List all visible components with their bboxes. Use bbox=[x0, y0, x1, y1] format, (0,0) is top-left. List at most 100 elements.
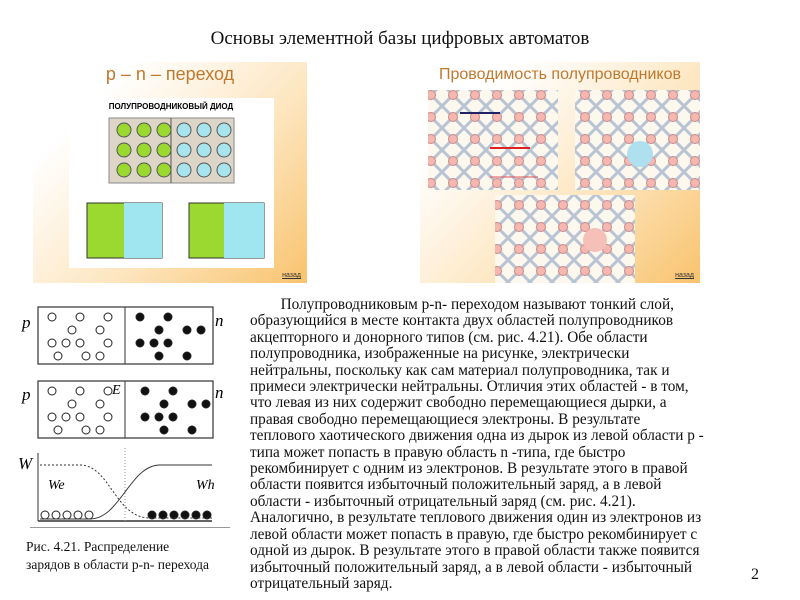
electron bbox=[187, 425, 197, 435]
label-n: n bbox=[215, 383, 224, 402]
electron bbox=[163, 338, 173, 348]
atom bbox=[216, 142, 232, 158]
back-link[interactable]: назад bbox=[282, 272, 301, 279]
label-We: We bbox=[48, 478, 65, 493]
hole bbox=[67, 399, 77, 409]
hole bbox=[81, 425, 91, 435]
hole bbox=[84, 510, 94, 520]
hole bbox=[81, 351, 91, 361]
atom bbox=[116, 162, 132, 178]
body-line: отрицательный заряд. bbox=[250, 574, 393, 592]
electron bbox=[196, 325, 206, 335]
hole bbox=[47, 338, 57, 348]
hole bbox=[47, 312, 57, 322]
atom bbox=[176, 162, 192, 178]
electron bbox=[169, 510, 179, 520]
atom bbox=[196, 162, 212, 178]
electron bbox=[182, 351, 192, 361]
electron bbox=[135, 312, 145, 322]
atom bbox=[136, 162, 152, 178]
conductivity-title: Проводимость полупроводников bbox=[438, 66, 681, 83]
hole bbox=[95, 351, 105, 361]
atom bbox=[216, 162, 232, 178]
atom bbox=[136, 142, 152, 158]
hole bbox=[95, 425, 105, 435]
hole bbox=[75, 412, 85, 422]
body-line: полупроводника, изображенные на рисунке,… bbox=[250, 345, 630, 363]
electron bbox=[187, 399, 197, 409]
electron bbox=[191, 510, 201, 520]
electron bbox=[154, 412, 164, 422]
label-W: W bbox=[18, 454, 34, 473]
atom bbox=[116, 142, 132, 158]
hole bbox=[40, 510, 50, 520]
back-link[interactable]: назад bbox=[675, 272, 694, 279]
hole bbox=[73, 510, 83, 520]
atom bbox=[116, 122, 132, 138]
electron bbox=[182, 325, 192, 335]
body-line: образующийся в месте контакта двух облас… bbox=[250, 312, 674, 330]
hole bbox=[53, 425, 63, 435]
body-line: области - избыточный отрицательный заряд… bbox=[250, 492, 636, 510]
label-Wh: Wh bbox=[196, 478, 215, 493]
semiconductor-conductivity-image: Проводимость полупроводников назад bbox=[420, 62, 700, 283]
electron bbox=[163, 312, 173, 322]
hole bbox=[53, 351, 63, 361]
label-p: p bbox=[21, 313, 31, 332]
atom bbox=[196, 122, 212, 138]
body-line: нейтральны, поскольку как сам материал п… bbox=[250, 361, 670, 379]
pn-charge-distribution-figure: p n p n E W We Wh bbox=[18, 306, 224, 523]
body-line: области появится избыточный положительны… bbox=[250, 476, 662, 494]
body-line: Аналогично, в результате теплового движе… bbox=[250, 509, 702, 527]
label-n: n bbox=[215, 311, 224, 330]
body-line: типа может попасть в правую область n -т… bbox=[250, 443, 626, 461]
atom bbox=[136, 122, 152, 138]
caption-line: зарядов в области p-n- перехода bbox=[26, 557, 210, 572]
electron bbox=[180, 510, 190, 520]
diode-diagram: ПОЛУПРОВОДНИКОВЫЙ ДИОД bbox=[69, 98, 274, 268]
label-p: p bbox=[21, 385, 31, 404]
hole bbox=[75, 386, 85, 396]
slide-title: Основы элементной базы цифровых автомато… bbox=[210, 28, 590, 49]
electron bbox=[201, 399, 211, 409]
pn-junction-title: p – n – переход bbox=[105, 64, 235, 84]
hole bbox=[51, 510, 61, 520]
electron bbox=[149, 338, 159, 348]
hole bbox=[61, 412, 71, 422]
body-text: Полупроводниковым p-n- переходом называю… bbox=[250, 296, 790, 592]
page-number: 2 bbox=[751, 566, 759, 583]
body-line: что левая из них содержит свободно перем… bbox=[250, 394, 667, 412]
atom bbox=[176, 142, 192, 158]
body-line: левой области может попасть в правую, гд… bbox=[250, 525, 698, 543]
electron bbox=[135, 338, 145, 348]
hole bbox=[67, 325, 77, 335]
electron bbox=[140, 412, 150, 422]
hole bbox=[61, 338, 71, 348]
body-line: одной из дырок. В результате этого в пра… bbox=[250, 542, 700, 560]
atom bbox=[156, 142, 172, 158]
electron bbox=[154, 325, 164, 335]
electron bbox=[168, 386, 178, 396]
caption-line: Рис. 4.21. Распределение bbox=[26, 539, 170, 554]
hole bbox=[47, 386, 57, 396]
atom bbox=[196, 142, 212, 158]
body-line: рекомбинирует с одним из электронов. В р… bbox=[250, 460, 688, 478]
body-line: акцепторного и донорного типов (см. рис.… bbox=[250, 328, 648, 346]
body-line: правая свободно перемещающиеся электроны… bbox=[250, 410, 641, 428]
electron bbox=[159, 425, 169, 435]
electron bbox=[147, 510, 157, 520]
body-line: теплового хаотического движения одна из … bbox=[250, 427, 704, 445]
hole bbox=[103, 386, 113, 396]
electron bbox=[140, 386, 150, 396]
hole bbox=[62, 510, 72, 520]
hole bbox=[103, 338, 113, 348]
body-line: избыточный положительный заряд, а в лево… bbox=[250, 558, 693, 576]
hole bbox=[95, 399, 105, 409]
body-line: примеси электрически нейтральны. Отличия… bbox=[250, 378, 689, 396]
electron bbox=[154, 351, 164, 361]
body-line: Полупроводниковым p-n- переходом называю… bbox=[250, 296, 674, 313]
pn-junction-image: p – n – переход ПОЛУПРОВОДНИКОВЫЙ ДИОД н… bbox=[33, 62, 307, 283]
diode-subtitle: ПОЛУПРОВОДНИКОВЫЙ ДИОД bbox=[109, 102, 234, 111]
electron bbox=[202, 510, 212, 520]
electron bbox=[168, 412, 178, 422]
